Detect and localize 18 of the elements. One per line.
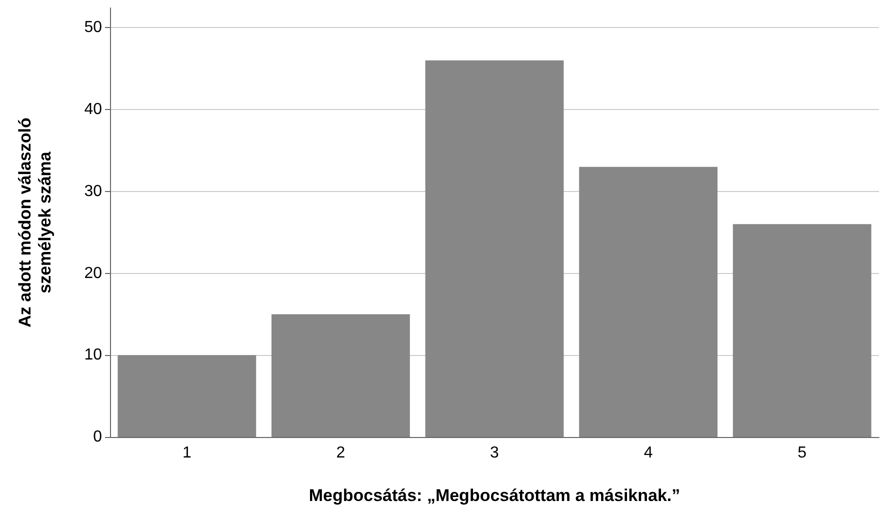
y-axis-title: Az adott módon válaszoló személyek száma (16, 118, 54, 328)
bar (425, 60, 564, 437)
bar (118, 355, 256, 437)
y-tick-label: 10 (84, 346, 102, 364)
x-tick-label: 3 (490, 444, 500, 462)
bar (271, 314, 410, 437)
x-tick-label: 5 (798, 444, 807, 462)
bar (732, 224, 872, 437)
x-axis-title: Megbocsátás: „Megbocsátottam a másiknak.” (308, 486, 680, 505)
bar (579, 166, 718, 437)
x-tick-label: 1 (182, 444, 192, 462)
y-tick-label: 30 (84, 182, 102, 200)
x-tick-label: 4 (644, 444, 653, 462)
y-tick-label: 20 (84, 264, 102, 282)
y-tick-label: 50 (84, 19, 102, 36)
x-tick-label: 2 (336, 444, 346, 462)
y-tick-label: 0 (93, 428, 102, 446)
y-tick-label: 40 (84, 101, 102, 118)
